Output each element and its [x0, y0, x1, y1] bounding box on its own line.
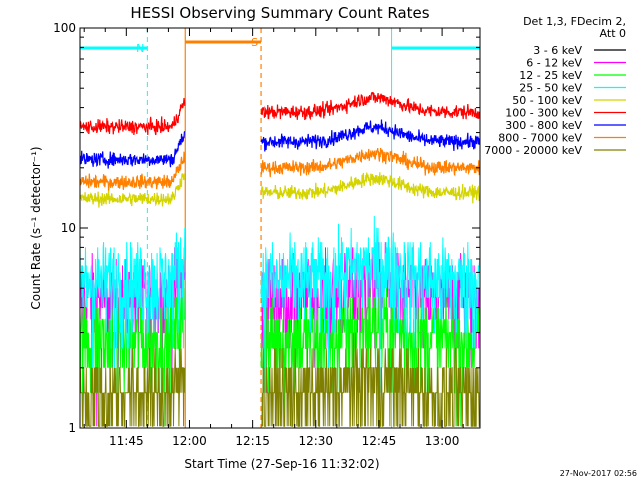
legend-label-3: 25 - 50 keV: [519, 82, 582, 95]
series-line-8: [79, 332, 480, 427]
series-line-4: [79, 172, 481, 208]
y-axis-label: Count Rate (s⁻¹ detector⁻¹): [29, 146, 43, 309]
legend-label-5: 100 - 300 keV: [505, 107, 582, 120]
legend-label-7: 800 - 7000 keV: [498, 132, 582, 145]
series-line-6: [79, 119, 481, 169]
series-line-3: [79, 215, 481, 393]
y-tick-label-1: 10: [61, 221, 76, 235]
legend-header-2: Att 0: [600, 27, 626, 40]
x-tick-label-4: 12:45: [362, 434, 397, 448]
y-tick-label-2: 100: [53, 21, 76, 35]
x-tick-label-2: 12:15: [235, 434, 270, 448]
x-tick-label-5: 13:00: [425, 434, 460, 448]
legend-label-4: 50 - 100 keV: [512, 94, 582, 107]
annotation-label-0: N: [136, 42, 144, 55]
timestamp: 27-Nov-2017 02:56: [560, 469, 637, 478]
x-tick-label-0: 11:45: [109, 434, 144, 448]
chart-title: HESSI Observing Summary Count Rates: [130, 4, 429, 22]
legend-label-0: 3 - 6 keV: [533, 44, 582, 57]
x-axis-label: Start Time (27-Sep-16 11:32:02): [184, 457, 379, 471]
annotation-label-2: S: [251, 36, 258, 49]
series-line-7: [79, 147, 481, 191]
x-tick-label-3: 12:30: [298, 434, 333, 448]
series-line-5: [79, 91, 481, 136]
legend-label-1: 6 - 12 keV: [526, 57, 582, 70]
legend-header-1: Det 1,3, FDecim 2,: [523, 15, 626, 28]
x-tick-label-1: 12:00: [172, 434, 207, 448]
legend-label-2: 12 - 25 keV: [519, 69, 582, 82]
legend-label-8: 7000 - 20000 keV: [484, 144, 582, 157]
legend-label-6: 300 - 800 keV: [505, 119, 582, 132]
y-tick-label-0: 1: [68, 421, 76, 435]
